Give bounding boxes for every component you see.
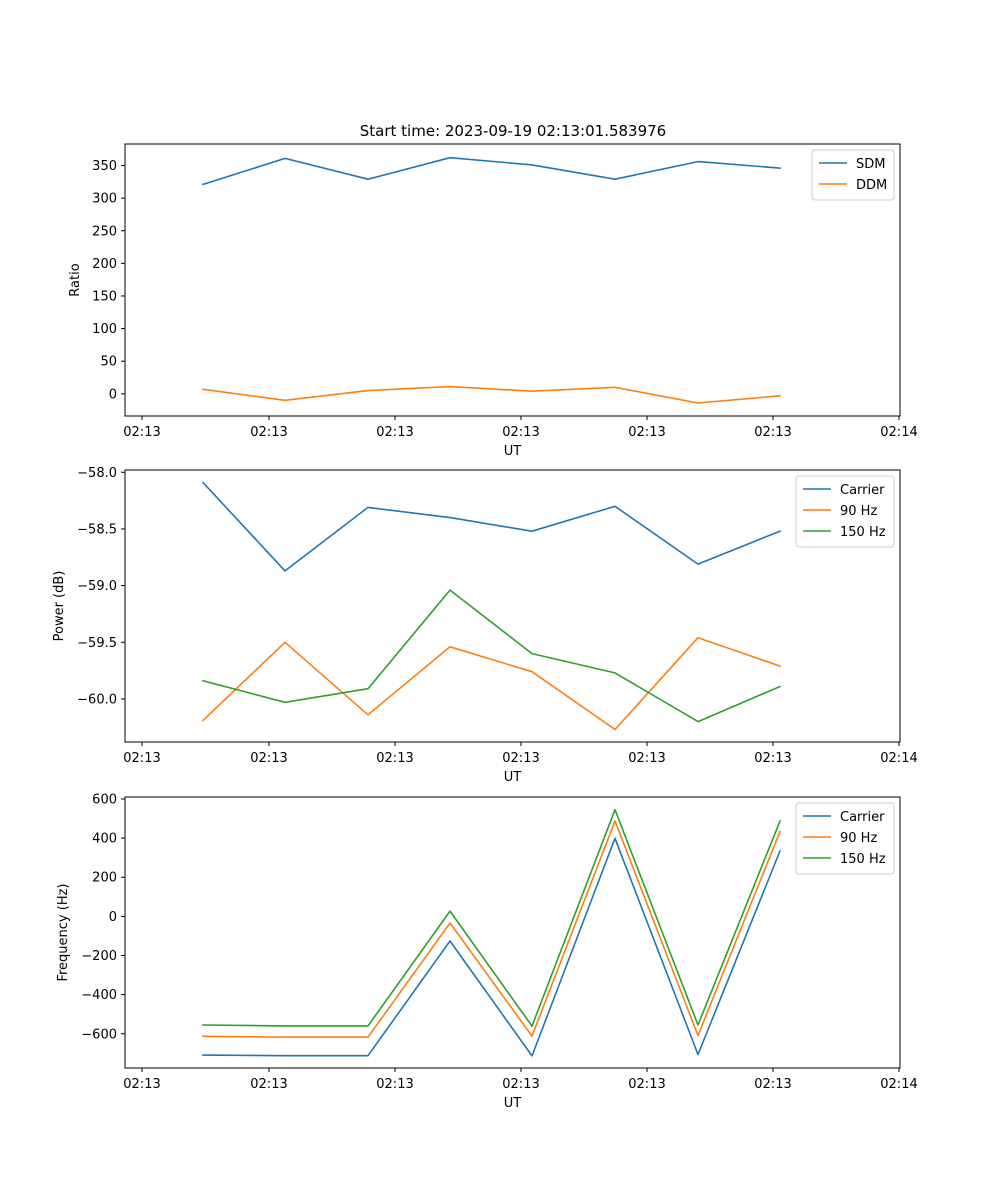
x-tick-label: 02:13 bbox=[754, 751, 791, 766]
y-tick-label: 100 bbox=[92, 322, 117, 337]
panel-1: 02:13 02:13 02:13 02:13 02:13 02:13 02:14 0 50 10… bbox=[68, 143, 918, 459]
y-tick-label: 300 bbox=[92, 192, 117, 207]
y-tick-label: −59.0 bbox=[77, 579, 117, 594]
y-axis-label: Power (dB) bbox=[52, 571, 67, 642]
x-tick-label: 02:13 bbox=[123, 1077, 160, 1092]
y-tick-label: 400 bbox=[92, 832, 117, 847]
legend-label: SDM bbox=[856, 157, 885, 172]
x-tick-label: 02:14 bbox=[880, 751, 917, 766]
y-tick-label: −58.0 bbox=[77, 466, 117, 481]
y-tick-label: −60.0 bbox=[77, 692, 117, 707]
x-tick-label: 02:13 bbox=[123, 751, 160, 766]
x-axis-label: UT bbox=[504, 444, 522, 459]
x-tick-label: 02:13 bbox=[250, 751, 287, 766]
x-axis-label: UT bbox=[504, 1096, 522, 1111]
legend-box bbox=[795, 475, 895, 548]
legend-label: Carrier bbox=[840, 810, 885, 825]
y-axis-label: Ratio bbox=[68, 263, 83, 296]
figure-title: Start time: 2023-09-19 02:13:01.583976 bbox=[360, 122, 666, 140]
legend-label: 150 Hz bbox=[840, 852, 886, 867]
legend: Carrier 90 Hz 150 Hz bbox=[795, 475, 895, 548]
axes-frame bbox=[124, 796, 901, 1069]
y-tick-label: −600 bbox=[81, 1027, 117, 1042]
x-tick-label: 02:13 bbox=[376, 751, 413, 766]
x-tick-label: 02:13 bbox=[123, 425, 160, 440]
x-tick-label: 02:13 bbox=[502, 1077, 539, 1092]
axes-frame bbox=[124, 143, 901, 417]
series-line-150-hz bbox=[202, 808, 782, 1027]
legend-label: 90 Hz bbox=[840, 831, 877, 846]
series-line-carrier bbox=[201, 481, 782, 572]
series-line-carrier bbox=[202, 837, 782, 1057]
y-tick-label: 600 bbox=[92, 792, 117, 807]
y-tick-label: 150 bbox=[92, 289, 117, 304]
legend-box bbox=[795, 802, 895, 875]
legend: SDM DDM bbox=[811, 149, 895, 201]
y-tick-label: 200 bbox=[92, 871, 117, 886]
y-tick-label: 0 bbox=[109, 387, 117, 402]
panel-3: 02:13 02:13 02:13 02:13 02:13 02:13 02:14 −600 −… bbox=[56, 792, 918, 1111]
x-tick-label: 02:13 bbox=[628, 425, 665, 440]
series-line-150-hz bbox=[202, 589, 782, 723]
y-tick-label: −58.5 bbox=[77, 522, 117, 537]
x-tick-label: 02:13 bbox=[628, 1077, 665, 1092]
legend-label: 150 Hz bbox=[840, 525, 886, 540]
x-tick-label: 02:13 bbox=[502, 751, 539, 766]
y-tick-label: 250 bbox=[92, 224, 117, 239]
legend: Carrier 90 Hz 150 Hz bbox=[795, 802, 895, 875]
x-tick-label: 02:13 bbox=[376, 1077, 413, 1092]
legend-label: 90 Hz bbox=[840, 504, 877, 519]
y-tick-label: 0 bbox=[109, 910, 117, 925]
y-tick-label: 350 bbox=[92, 159, 117, 174]
x-axis-label: UT bbox=[504, 770, 522, 785]
panel-2: 02:13 02:13 02:13 02:13 02:13 02:13 02:14 −60.0… bbox=[52, 466, 918, 785]
legend-label: DDM bbox=[856, 178, 887, 193]
x-tick-label: 02:13 bbox=[376, 425, 413, 440]
y-tick-label: −200 bbox=[81, 949, 117, 964]
legend-label: Carrier bbox=[840, 483, 885, 498]
x-tick-label: 02:13 bbox=[502, 425, 539, 440]
x-tick-label: 02:14 bbox=[880, 1077, 917, 1092]
y-tick-label: 50 bbox=[100, 355, 117, 370]
y-axis-label: Frequency (Hz) bbox=[56, 883, 71, 981]
x-tick-label: 02:13 bbox=[754, 1077, 791, 1092]
y-tick-label: −400 bbox=[81, 988, 117, 1003]
y-tick-label: −59.5 bbox=[77, 636, 117, 651]
x-tick-label: 02:13 bbox=[250, 1077, 287, 1092]
series-line-sdm bbox=[201, 156, 781, 186]
series-line-90-hz bbox=[202, 820, 782, 1038]
x-tick-label: 02:13 bbox=[628, 751, 665, 766]
series-line-ddm bbox=[202, 385, 781, 404]
series-line-90-hz bbox=[201, 636, 782, 731]
x-tick-label: 02:13 bbox=[754, 425, 791, 440]
y-tick-label: 200 bbox=[92, 257, 117, 272]
x-tick-label: 02:13 bbox=[250, 425, 287, 440]
x-tick-label: 02:14 bbox=[880, 425, 917, 440]
axes-frame bbox=[124, 469, 901, 743]
